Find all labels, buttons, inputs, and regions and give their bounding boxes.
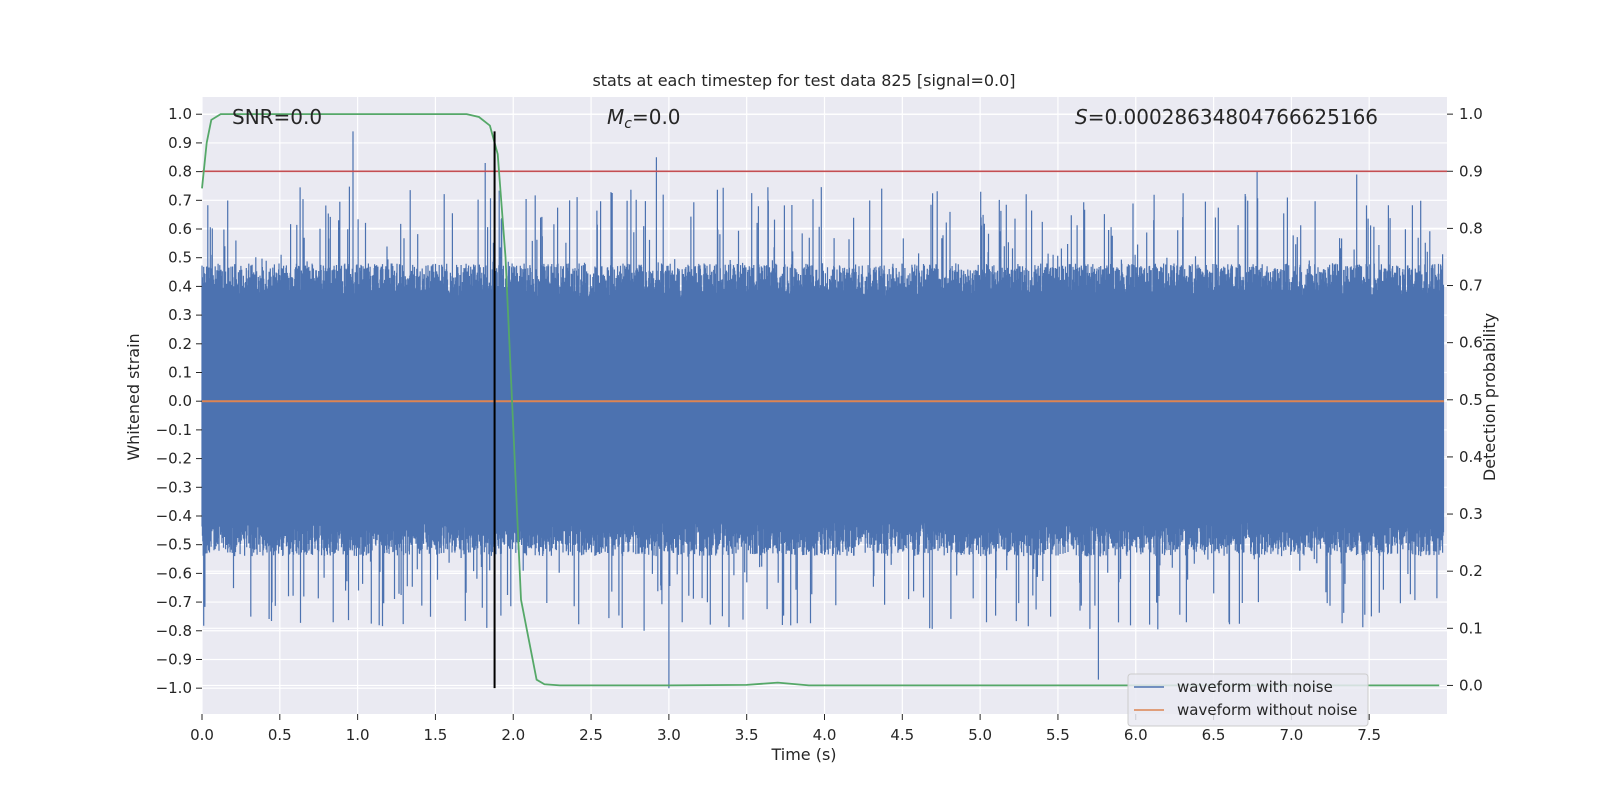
y-tick-label: 0.2 [168, 335, 192, 353]
x-tick-label: 5.0 [968, 726, 992, 744]
y-tick-label: −0.6 [156, 564, 192, 582]
x-tick-label: 7.0 [1279, 726, 1303, 744]
x-axis-label: Time (s) [770, 745, 836, 764]
s-value: =0.00028634804766625166 [1088, 105, 1378, 129]
x-tick-label: 5.5 [1046, 726, 1070, 744]
y2-tick-label: 0.4 [1459, 448, 1483, 466]
x-tick-label: 1.0 [346, 726, 370, 744]
legend-box [1127, 673, 1369, 727]
y2-tick-label: 0.1 [1459, 619, 1483, 637]
chirp-mass-value: =0.0 [632, 105, 681, 129]
y-tick-label: −0.8 [156, 622, 192, 640]
s-symbol: S [1075, 105, 1088, 129]
y2-tick-label: 0.5 [1459, 391, 1483, 409]
legend-label-noise: waveform with noise [1177, 678, 1333, 696]
data-layer [201, 113, 1447, 689]
chart-title: stats at each timestep for test data 825… [592, 71, 1015, 90]
y-tick-label: 0.9 [168, 134, 192, 152]
x-tick-label: 2.0 [501, 726, 525, 744]
x-tick-label: 6.5 [1202, 726, 1226, 744]
y2-tick-label: 0.8 [1459, 219, 1483, 237]
y2-axis-label: Detection probability [1480, 313, 1499, 481]
chirp-mass-annotation: Mc=0.0 [607, 105, 681, 132]
y2-tick-label: 0.2 [1459, 562, 1483, 580]
y2-tick-label: 1.0 [1459, 105, 1483, 123]
waveform-with-noise-line [201, 131, 1445, 689]
s-annotation: S=0.00028634804766625166 [1075, 105, 1378, 129]
y-tick-label: −0.7 [156, 593, 192, 611]
legend-label-clean: waveform without noise [1177, 701, 1357, 719]
y-tick-label: −0.4 [156, 507, 192, 525]
x-tick-label: 7.5 [1357, 726, 1381, 744]
y-tick-label: −1.0 [156, 679, 192, 697]
y-tick-label: 0.6 [168, 220, 192, 238]
y-tick-label: −0.1 [156, 421, 192, 439]
y-tick-label: 0.8 [168, 163, 192, 181]
x-tick-label: 0.0 [190, 726, 214, 744]
y-tick-label: 0.0 [168, 392, 192, 410]
y-tick-label: 0.4 [168, 277, 192, 295]
detection-probability-line [201, 113, 1440, 687]
chirp-mass-subscript: c [624, 116, 632, 132]
chirp-mass-symbol: M [607, 105, 624, 129]
y-tick-label: 0.5 [168, 249, 192, 267]
x-tick-label: 3.5 [735, 726, 759, 744]
y-tick-label: −0.2 [156, 450, 192, 468]
y-tick-label: 0.3 [168, 306, 192, 324]
y-axis-label: Whitened strain [124, 333, 143, 460]
x-tick-label: 2.5 [579, 726, 603, 744]
x-tick-label: 0.5 [268, 726, 292, 744]
x-tick-label: 4.5 [890, 726, 914, 744]
y-tick-label: 0.7 [168, 191, 192, 209]
x-tick-label: 3.0 [657, 726, 681, 744]
y2-tick-label: 0.0 [1459, 676, 1483, 694]
legend: waveform with noise waveform without noi… [1127, 673, 1369, 727]
y-tick-label: 1.0 [168, 105, 192, 123]
snr-annotation: SNR=0.0 [232, 105, 322, 129]
y-tick-label: 0.1 [168, 363, 192, 381]
y-tick-label: −0.9 [156, 650, 192, 668]
x-tick-label: 4.0 [813, 726, 837, 744]
y2-tick-label: 0.6 [1459, 334, 1483, 352]
x-tick-label: 6.0 [1124, 726, 1148, 744]
y2-tick-label: 0.7 [1459, 277, 1483, 295]
y2-tick-label: 0.3 [1459, 505, 1483, 523]
y-tick-label: −0.5 [156, 536, 192, 554]
y-tick-label: −0.3 [156, 478, 192, 496]
y2-tick-label: 0.9 [1459, 162, 1483, 180]
axes-layer: 1.0 0.9 0.8 0.7 0.6 0.5 0.4 0.3 0.2 0.1 0.0 −0.1 −0.… [156, 105, 1483, 744]
x-tick-label: 1.5 [424, 726, 448, 744]
